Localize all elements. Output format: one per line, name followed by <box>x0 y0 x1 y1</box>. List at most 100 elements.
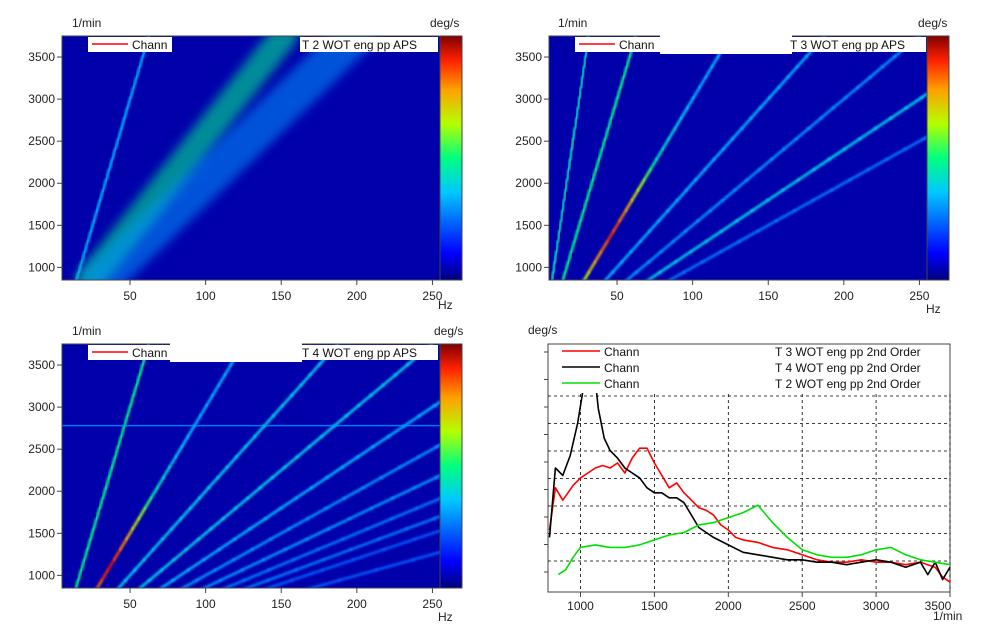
order-line-segment <box>101 178 108 192</box>
order-line-segment <box>114 137 120 151</box>
order-line-segment <box>171 568 190 582</box>
order-line-segment <box>222 578 246 588</box>
order-line-segment <box>492 406 510 416</box>
series-line-1 <box>548 447 951 583</box>
legend: Chann T 3 WOT eng pp APS <box>575 34 926 54</box>
order-line-segment <box>611 260 624 274</box>
order-line-segment <box>132 75 138 89</box>
order-line-segment <box>673 116 683 130</box>
y-tick-label: 2500 <box>28 134 55 148</box>
order-line-segment <box>481 365 496 375</box>
order-line-segment <box>795 55 808 69</box>
order-line-segment <box>294 486 313 500</box>
y-tick-label: 1500 <box>28 526 55 540</box>
order-line-segment <box>629 240 642 254</box>
order-line-segment <box>264 578 294 588</box>
order-line-segment <box>630 188 640 202</box>
order-line-segment <box>306 578 341 588</box>
order-line-segment <box>327 517 352 531</box>
order-line-segment <box>576 219 582 233</box>
order-line-segment <box>848 168 870 182</box>
x-tick-label: 150 <box>758 289 778 303</box>
order-line-segment <box>625 270 638 280</box>
order-line-segment <box>198 486 211 500</box>
order-line-segment <box>553 250 558 264</box>
order-line-segment <box>567 250 573 264</box>
order-line-segment <box>341 455 360 469</box>
order-line-segment <box>133 558 146 572</box>
order-line-segment <box>207 476 220 490</box>
order-line-segment <box>262 414 275 428</box>
order-line-segment <box>113 445 120 459</box>
order-line-segment <box>216 465 229 479</box>
y-tick-label: 2000 <box>28 176 55 190</box>
order-line-segment <box>646 270 662 280</box>
x-ticks: 50 100 150 200 250 <box>123 280 443 303</box>
order-line-segment <box>272 404 284 418</box>
order-line-segment <box>782 137 798 151</box>
order-line-segment <box>731 127 744 141</box>
order-line-segment <box>104 476 111 490</box>
order-line-segment <box>844 86 860 99</box>
legend-entry-right: T 2 WOT eng pp APS <box>302 38 417 52</box>
order-line-segment <box>299 373 312 387</box>
x-tick-label: 100 <box>683 289 703 303</box>
order-line-segment <box>86 537 92 551</box>
order-line-segment <box>107 465 114 479</box>
order-line-segment <box>258 476 274 490</box>
order-line-segment <box>719 240 741 254</box>
colorbar-unit-label: deg/s <box>434 324 463 338</box>
order-line-segment <box>819 106 835 120</box>
x-ticks: 50 100 150 200 250 <box>610 280 930 303</box>
legend-right-box <box>773 345 949 393</box>
order-line-segment <box>832 96 847 110</box>
order-line-segment <box>968 57 983 67</box>
order-line-segment <box>138 363 145 377</box>
order-line-segment <box>394 363 410 377</box>
order-line-segment <box>624 199 634 212</box>
order-line-segment <box>411 550 440 562</box>
order-line-segment <box>369 383 385 397</box>
x-ticks: 1000 1500 2000 2500 3000 3500 <box>567 592 952 613</box>
order-line-segment <box>361 476 383 490</box>
order-line-segment <box>80 250 87 264</box>
order-line-segment <box>356 445 375 459</box>
order-line-segment <box>308 363 321 377</box>
order-line-segment <box>490 467 515 477</box>
order-line-segment <box>283 537 309 551</box>
y-tick-label: 3500 <box>28 50 55 64</box>
order-line-segment <box>159 578 175 588</box>
x-tick-label: 3000 <box>863 599 890 613</box>
order-line-segment <box>606 229 615 243</box>
x-ticks: 50 100 150 200 250 <box>123 588 443 611</box>
order-line-segment <box>692 86 701 99</box>
order-line-segment <box>262 548 287 562</box>
order-line-segment <box>647 250 663 264</box>
order-line-segment <box>740 116 753 130</box>
order-line-segment <box>341 527 369 541</box>
order-line-segment <box>135 65 142 79</box>
order-line-segment <box>235 445 247 459</box>
order-line-segment <box>904 137 926 151</box>
order-line-segment <box>568 147 574 161</box>
order-line-segment <box>606 116 613 130</box>
order-line-segment <box>179 507 192 520</box>
order-line-segment <box>131 517 141 531</box>
legend-left-box <box>550 345 644 393</box>
plot-background <box>549 36 927 280</box>
order-line-segment <box>756 219 778 233</box>
order-line-segment <box>571 127 577 141</box>
order-line-segment <box>625 55 632 69</box>
order-line-segment <box>129 86 135 99</box>
order-line-segment <box>253 424 266 438</box>
order-line-segment <box>308 435 324 449</box>
order-line-segment <box>199 404 208 418</box>
order-line-segment <box>612 219 621 233</box>
y-tick-label: 1500 <box>515 218 542 232</box>
order-line-segment <box>774 209 796 223</box>
order-line-segment <box>465 375 480 385</box>
order-line-segment <box>125 527 134 541</box>
order-line-segment <box>636 178 646 192</box>
spectral-features <box>62 344 515 588</box>
order-line-segment <box>579 75 584 89</box>
